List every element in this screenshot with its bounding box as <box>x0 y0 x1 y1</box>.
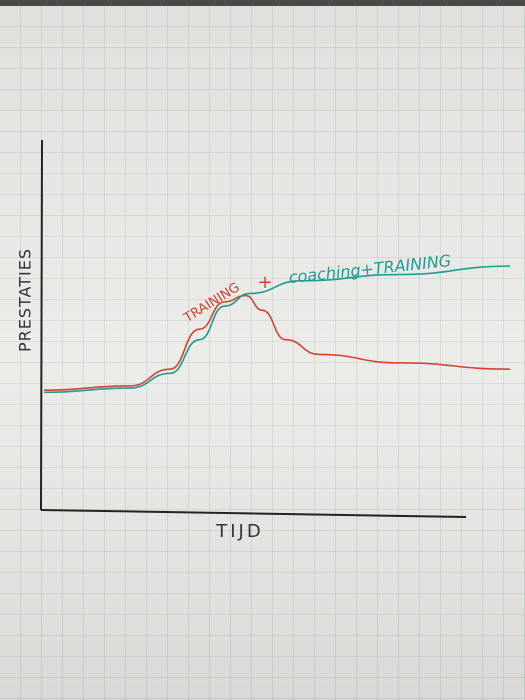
y-axis-label: PRESTATIES <box>16 248 35 352</box>
annotation: + <box>257 272 272 293</box>
series-line <box>44 294 511 391</box>
series-line <box>44 265 511 394</box>
y-axis <box>40 139 43 511</box>
x-axis-label: TIJD <box>215 521 263 542</box>
x-axis <box>40 509 467 518</box>
board-edge <box>0 0 525 6</box>
